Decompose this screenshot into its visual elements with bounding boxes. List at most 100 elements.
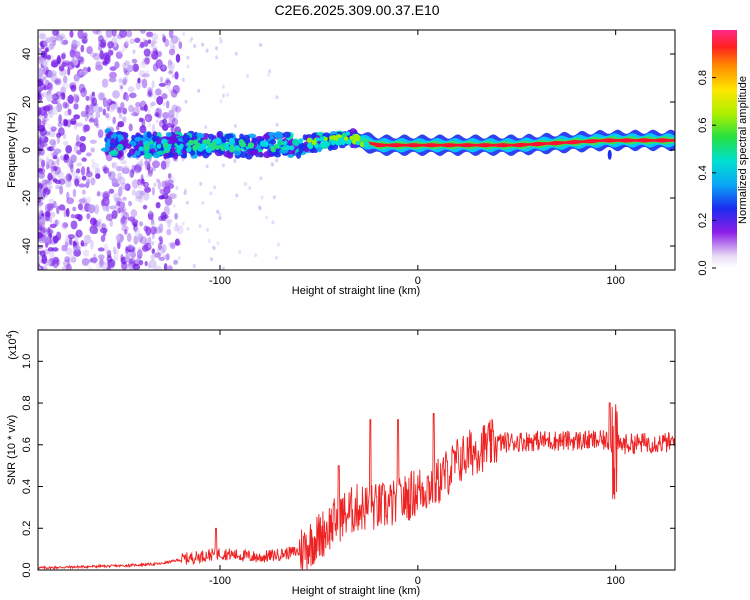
noise-blob	[50, 149, 54, 159]
noise-blob	[117, 176, 126, 185]
noise-dot	[171, 74, 175, 79]
noise-blob	[38, 183, 44, 189]
noise-blob	[144, 57, 150, 65]
noise-blob	[151, 248, 156, 254]
noise-blob	[97, 129, 104, 139]
noise-blob	[50, 211, 56, 218]
snr-frame	[37, 329, 676, 571]
noise-blob	[56, 56, 62, 65]
noise-blob	[73, 73, 80, 82]
noise-blob	[58, 65, 65, 72]
noise-blob	[87, 204, 96, 214]
signal-speck	[283, 140, 288, 145]
signal-speck	[199, 143, 207, 150]
noise-blob	[107, 171, 112, 177]
noise-blob	[163, 205, 170, 216]
noise-dot	[207, 239, 211, 244]
noise-blob	[177, 225, 184, 235]
spectrogram-y-ticks: -40 -20 0 20 40	[21, 48, 675, 254]
noise-blob	[38, 265, 42, 270]
noise-blob	[124, 229, 128, 235]
noise-blob	[79, 70, 87, 76]
noise-blob	[63, 207, 67, 218]
noise-blob	[70, 154, 77, 163]
noise-blob	[118, 49, 124, 54]
noise-blob	[157, 50, 163, 57]
signal-blob	[144, 152, 153, 159]
noise-blob	[45, 156, 50, 166]
noise-blob	[150, 254, 156, 260]
noise-blob	[87, 265, 92, 270]
noise-blob	[39, 227, 48, 233]
noise-blob	[121, 225, 129, 232]
noise-blob	[47, 185, 53, 190]
noise-blob	[70, 43, 78, 50]
noise-dot	[219, 36, 223, 41]
noise-blob	[46, 93, 53, 102]
noise-blob	[75, 134, 80, 144]
noise-blob	[172, 84, 180, 94]
noise-blob	[140, 178, 144, 186]
noise-blob	[80, 166, 86, 176]
signal-blob	[146, 131, 152, 139]
noise-dot	[145, 116, 149, 121]
noise-blob	[105, 213, 114, 222]
noise-blob	[38, 118, 42, 127]
noise-blob	[157, 180, 162, 190]
noise-blob	[169, 39, 175, 50]
noise-dot	[140, 158, 144, 163]
noise-blob	[40, 159, 46, 168]
noise-blob	[38, 266, 42, 270]
noise-dot	[190, 36, 194, 41]
noise-blob	[139, 221, 144, 227]
noise-blob	[125, 39, 130, 45]
noise-dot	[175, 223, 179, 228]
noise-dot	[235, 193, 239, 198]
noise-blob	[93, 105, 99, 113]
noise-blob	[52, 151, 58, 156]
y-tick-label: -40	[21, 238, 33, 254]
noise-blob	[50, 144, 56, 152]
signal-peak-blob	[330, 140, 336, 146]
noise-blob	[65, 173, 72, 182]
noise-blob	[134, 37, 141, 43]
noise-blob	[143, 104, 148, 112]
noise-blob	[56, 171, 65, 179]
noise-blob	[59, 33, 66, 39]
noise-blob	[144, 113, 153, 123]
noise-blob	[161, 93, 168, 100]
noise-dot	[162, 102, 166, 107]
noise-blob	[117, 172, 122, 181]
noise-blob	[159, 188, 166, 195]
noise-blob	[130, 250, 137, 259]
noise-blob	[158, 82, 167, 87]
noise-dot	[268, 69, 272, 74]
noise-blob	[152, 47, 158, 55]
noise-blob	[159, 76, 164, 83]
noise-blob	[129, 169, 135, 178]
noise-blob	[113, 251, 119, 262]
noise-dot	[272, 195, 276, 200]
y-tick-label: 0.2	[21, 521, 33, 536]
noise-blob	[134, 169, 139, 176]
noise-blob	[81, 189, 86, 195]
signal-peak-blob	[329, 135, 334, 140]
signal-speck	[215, 137, 222, 144]
snr-scale-label: (x104)	[5, 330, 19, 360]
noise-blob	[120, 182, 128, 191]
noise-blob	[101, 52, 110, 63]
noise-blob	[39, 250, 46, 257]
noise-blob	[46, 54, 52, 60]
noise-blob	[144, 159, 149, 166]
noise-blob	[106, 113, 112, 121]
noise-blob	[42, 68, 46, 76]
noise-blob	[98, 254, 105, 261]
noise-blob	[38, 47, 43, 54]
noise-dot	[221, 163, 225, 168]
noise-dot	[275, 95, 279, 100]
noise-dot	[215, 55, 219, 60]
noise-dot	[148, 158, 152, 163]
noise-blob	[97, 106, 103, 113]
noise-blob	[175, 106, 182, 113]
